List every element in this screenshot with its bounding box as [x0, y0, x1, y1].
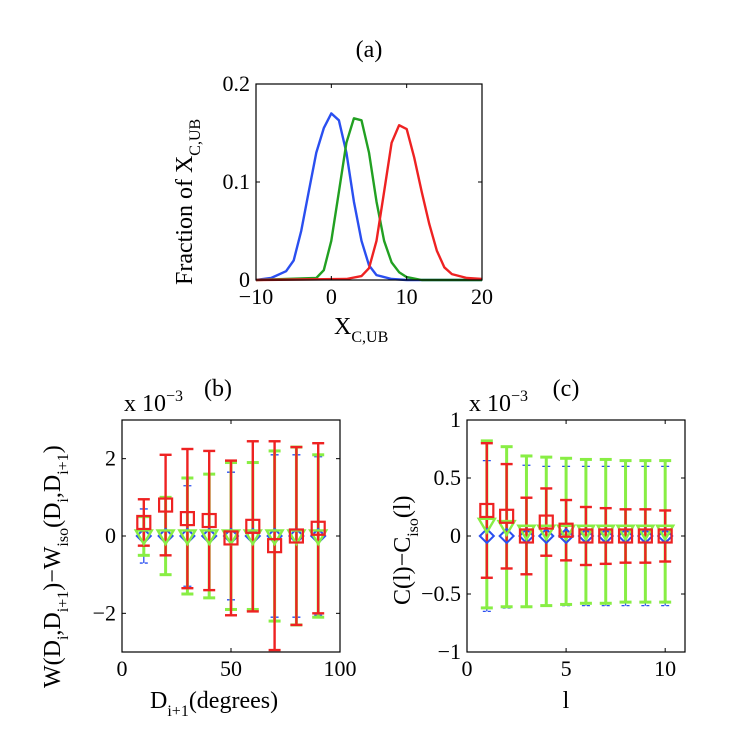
panel-b-xtick-label: 100 [324, 656, 357, 681]
panel-c-exponent: x 10−3 [469, 388, 528, 417]
panel-c-ytick-label: −1 [438, 639, 461, 664]
panel-a-xtick-label: −10 [239, 284, 273, 309]
panel-a-blue-line [255, 112, 482, 282]
panel-c-ytick-label: 0 [450, 523, 461, 548]
panel-a-xtick-label: 10 [396, 284, 418, 309]
panel-c-red-square [617, 528, 634, 544]
panel-c-green-triangle [595, 524, 616, 542]
panel-c-red-square [578, 528, 594, 544]
panel-b-red-square [223, 530, 239, 546]
panel-b-title: (b) [204, 376, 232, 402]
panel-b-green-triangle [199, 529, 220, 547]
panel-c-red-square [558, 522, 574, 538]
panel-c-red-square [598, 528, 614, 544]
panel-c-xtick-label: 5 [561, 656, 572, 681]
panel-a-green-line [255, 117, 482, 282]
panel-b-ytick-label: 0 [105, 523, 116, 548]
panel-c-red-square [657, 528, 673, 544]
panel-c-ytick-label: 0.5 [434, 465, 462, 490]
panel-b-red-square [158, 497, 174, 513]
panel-c-green-triangle [516, 524, 537, 542]
panel-b-green-triangle [308, 529, 329, 547]
panel-c-green-triangle [555, 524, 577, 542]
panel-b-ytick-label: 2 [105, 446, 116, 471]
panel-c-green-triangle [476, 517, 497, 535]
panel-a-red-line [255, 123, 483, 282]
panel-a-ylabel: Fraction of XC,UB [172, 119, 204, 285]
panel-c-green-triangle [615, 524, 636, 542]
panel-c-red-square [479, 502, 495, 519]
panel-b-green-triangle [177, 529, 198, 547]
panel-a-xtick-label: 20 [471, 284, 493, 309]
panel-a-xlabel: XC,UB [334, 314, 388, 346]
panel-c-green-triangle [536, 524, 557, 542]
panel-b-red-square [245, 518, 261, 534]
panel-b-xtick-label: 50 [220, 656, 242, 681]
panel-c-ytick-label: 1 [450, 407, 461, 432]
panel-a-ytick-label: 0 [239, 267, 250, 292]
panel-c-red-square [538, 514, 554, 530]
panel-b: (b) x 10−3 0 50 100 −2 0 2 Di+1(degrees) W(Di… [40, 376, 357, 720]
panel-c-green-triangle [575, 524, 597, 542]
panel-b-red-square [288, 528, 304, 544]
panel-a-xtick-label: 0 [326, 284, 337, 309]
panel-b-red-square [136, 514, 152, 531]
panel-b-ylabel: W(Di,Di+1)−Wiso(Di,Di+1) [40, 445, 72, 688]
panel-c-red-square [637, 528, 653, 544]
panel-b-green-triangle [264, 529, 285, 547]
panel-b-red-square [201, 512, 217, 529]
panel-c-title: (c) [553, 376, 580, 402]
panel-c-ylabel: C(l)−Ciso(l) [390, 495, 422, 605]
panel-c-red-square [499, 508, 515, 524]
panel-c: (c) x 10−3 0 5 10 −1 −0.5 0 0.5 1 l C(l)−Ciso(l… [390, 376, 686, 714]
panel-b-xtick-label: 0 [117, 656, 128, 681]
panel-c-red-square [518, 528, 535, 544]
panel-b-red-square [179, 510, 195, 527]
panel-b-green-triangle [155, 529, 176, 547]
panel-a-title: (a) [356, 37, 383, 63]
panel-b-red-square [310, 520, 326, 536]
panel-c-blue-diamond [498, 527, 516, 545]
panel-a-ytick-label: 0.1 [223, 169, 251, 194]
panel-b-exponent: x 10−3 [124, 388, 183, 417]
panel-b-ytick-label: −2 [93, 600, 116, 625]
panel-c-green-triangle [496, 519, 517, 538]
panel-c-xtick-label: 10 [654, 656, 676, 681]
panel-c-green-triangle [635, 524, 656, 542]
panel-c-xtick-label: 0 [462, 656, 473, 681]
panel-c-xlabel: l [563, 688, 570, 714]
panel-b-green-triangle [242, 529, 263, 547]
panel-b-xlabel: Di+1(degrees) [150, 688, 278, 720]
panel-a-ytick-label: 0.2 [223, 71, 251, 96]
panel-c-green-triangle [655, 524, 676, 542]
panel-b-green-triangle [133, 529, 154, 547]
panel-b-red-square [267, 538, 283, 554]
panel-c-blue-diamond [478, 527, 496, 545]
panel-c-ytick-label: −0.5 [421, 581, 461, 606]
